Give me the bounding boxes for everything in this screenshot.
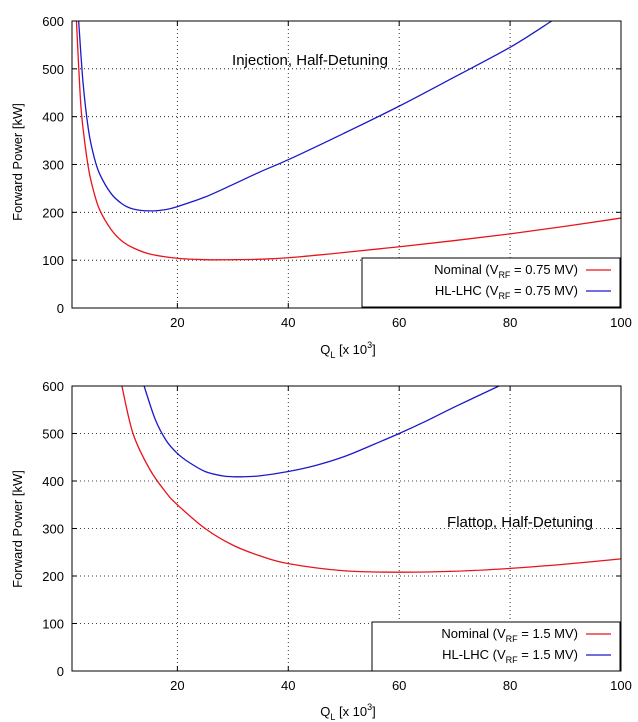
svg-text:Forward Power [kW]: Forward Power [kW]: [10, 103, 25, 221]
legend: Nominal (VRF = 1.5 MV) HL-LHC (VRF = 1.5…: [371, 621, 621, 672]
y-tick-label: 400: [42, 474, 64, 489]
y-axis-label: Forward Power [kW]: [10, 103, 25, 221]
x-tick-label: 40: [281, 678, 295, 693]
legend-label-hl-lhc: HL-LHC (VRF = 1.5 MV): [442, 647, 578, 665]
annotation: Flattop, Half-Detuning: [447, 514, 593, 531]
y-axis-label: Forward Power [kW]: [10, 470, 25, 588]
x-tick-label: 40: [281, 315, 295, 330]
injection-chart: Forward Power [kW] 20 40 60 80 100 0 100 200 300…: [10, 14, 632, 360]
legend: Nominal (VRF = 0.75 MV) HL-LHC (VRF = 0.…: [361, 257, 621, 308]
y-tick-label: 300: [42, 158, 64, 173]
legend-label-nominal: Nominal (VRF = 1.5 MV): [441, 626, 578, 644]
legend-label-hl-lhc: HL-LHC (VRF = 0.75 MV): [435, 283, 578, 301]
y-tick-label: 300: [42, 522, 64, 537]
annotation: Injection, Half-Detuning: [232, 52, 388, 69]
x-tick-label: 60: [392, 678, 406, 693]
y-tick-label: 600: [42, 14, 64, 29]
y-tick-label: 0: [57, 301, 64, 316]
x-tick-label: 100: [610, 678, 632, 693]
x-tick-label: 80: [503, 315, 517, 330]
y-tick-label: 0: [57, 664, 64, 679]
series-line-nominal: [75, 20, 622, 261]
x-tick-label: 20: [170, 315, 184, 330]
y-tick-label: 500: [42, 62, 64, 77]
y-tick-label: 600: [42, 379, 64, 394]
svg-text:Forward Power [kW]: Forward Power [kW]: [10, 470, 25, 588]
x-tick-label: 20: [170, 678, 184, 693]
series-line-nominal: [121, 385, 622, 573]
y-tick-label: 500: [42, 427, 64, 442]
series-line-hl-lhc: [143, 385, 500, 478]
x-tick-label: 60: [392, 315, 406, 330]
y-tick-label: 100: [42, 253, 64, 268]
legend-box: [371, 621, 621, 672]
y-tick-label: 200: [42, 205, 64, 220]
y-tick-label: 400: [42, 110, 64, 125]
legend-label-nominal: Nominal (VRF = 0.75 MV): [434, 262, 578, 280]
x-axis-label: QL [x 103]: [320, 702, 376, 722]
flattop-chart: Forward Power [kW] 20 40 60 80 100 0 100 200 300…: [10, 379, 632, 722]
y-tick-label: 100: [42, 617, 64, 632]
legend-box: [361, 257, 621, 308]
x-tick-label: 80: [503, 678, 517, 693]
x-axis-label: QL [x 103]: [320, 340, 376, 360]
series-line-hl-lhc: [78, 20, 553, 212]
x-tick-label: 100: [610, 315, 632, 330]
y-tick-label: 200: [42, 569, 64, 584]
